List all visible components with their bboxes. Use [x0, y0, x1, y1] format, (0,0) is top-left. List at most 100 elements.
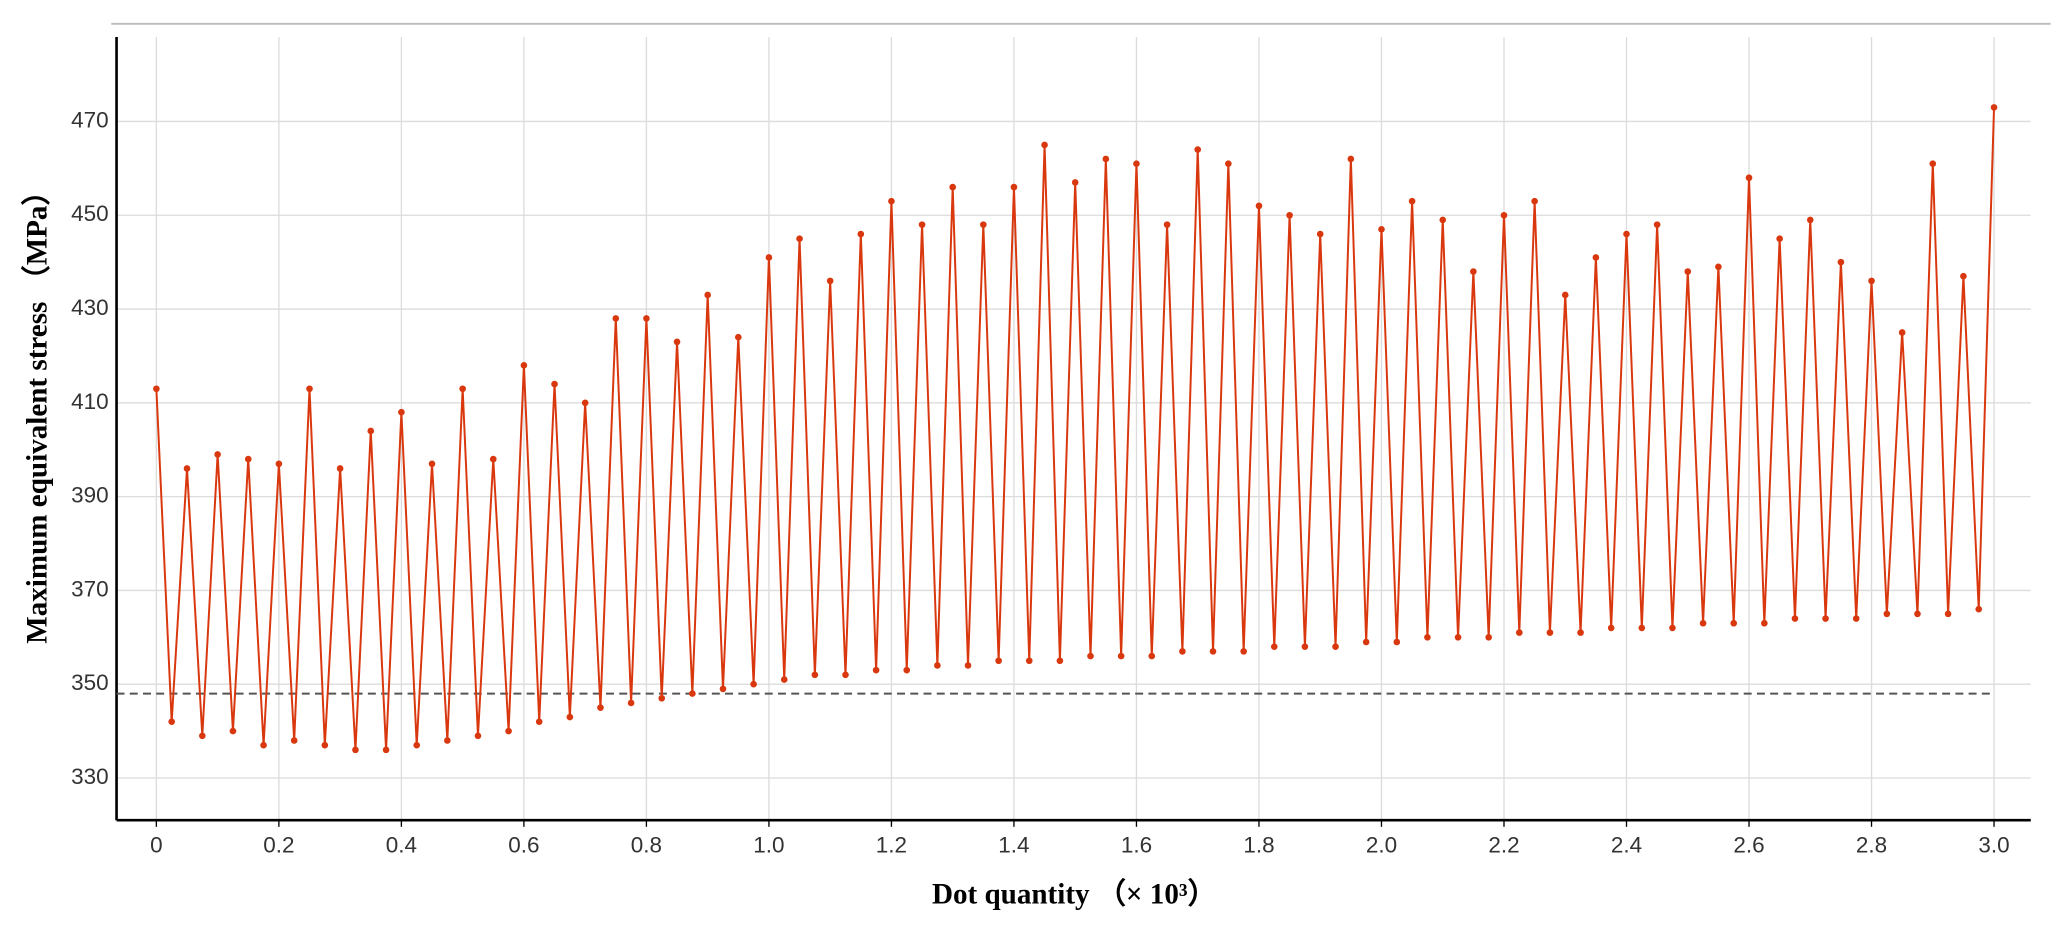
data-point: [321, 741, 329, 749]
data-point: [1102, 155, 1110, 163]
data-point: [1393, 638, 1401, 646]
data-point: [520, 362, 528, 369]
y-tick-label: 370: [71, 576, 109, 601]
data-point: [903, 666, 911, 674]
data-point: [1975, 605, 1983, 613]
data-point: [934, 662, 941, 669]
data-point: [1546, 629, 1554, 636]
x-tick-label: 1.2: [876, 833, 907, 858]
data-point: [765, 254, 773, 261]
data-point: [1255, 202, 1263, 210]
data-point: [1837, 258, 1845, 266]
data-point: [352, 746, 359, 754]
data-point: [704, 291, 711, 299]
data-point: [750, 680, 757, 688]
data-point: [214, 451, 221, 458]
data-point: [918, 221, 926, 228]
data-point: [980, 221, 987, 228]
data-point: [290, 737, 298, 744]
data-point: [1929, 160, 1937, 167]
data-point: [673, 338, 681, 346]
data-point: [459, 385, 466, 393]
data-point: [428, 460, 436, 468]
data-point: [1163, 221, 1171, 228]
y-tick-label: 330: [71, 764, 109, 789]
data-point: [489, 455, 497, 463]
data-point: [551, 380, 558, 388]
data-point: [1745, 174, 1753, 182]
data-point: [643, 315, 650, 322]
data-point: [1868, 277, 1875, 285]
data-point: [1715, 263, 1722, 271]
data-point: [153, 385, 160, 393]
data-point: [1914, 610, 1921, 618]
y-tick-label: 450: [71, 201, 109, 226]
data-point: [842, 671, 849, 679]
data-point: [1515, 629, 1523, 636]
data-point: [1179, 648, 1186, 655]
data-point: [1286, 211, 1293, 219]
data-point: [1944, 610, 1952, 618]
data-point: [1240, 648, 1247, 655]
data-point: [857, 230, 865, 238]
data-point: [1087, 652, 1094, 660]
data-point: [1730, 619, 1738, 627]
data-point: [367, 427, 375, 435]
data-point: [581, 399, 589, 407]
data-point: [1270, 643, 1278, 650]
data-point: [1638, 624, 1646, 632]
data-point: [1592, 254, 1600, 261]
x-tick-label: 1.0: [753, 833, 784, 858]
y-tick-label: 430: [71, 295, 109, 320]
data-point: [1025, 657, 1033, 665]
data-point: [275, 460, 283, 468]
x-tick-label: 2.8: [1856, 833, 1887, 858]
data-point: [1822, 615, 1829, 622]
data-point: [229, 727, 237, 735]
x-tick-label: 1.6: [1121, 833, 1152, 858]
x-tick-label: 0: [150, 833, 163, 858]
data-point: [168, 718, 175, 726]
y-tick-label: 470: [71, 107, 109, 132]
x-tick-label: 3.0: [1978, 833, 2009, 858]
data-point: [260, 741, 267, 749]
data-point: [964, 662, 972, 669]
data-point: [1071, 179, 1079, 186]
data-point: [1960, 272, 1967, 280]
data-point: [1378, 226, 1385, 233]
data-point: [1332, 643, 1339, 650]
data-point: [597, 704, 604, 711]
data-point: [444, 737, 451, 744]
data-point: [949, 183, 956, 191]
data-point: [1133, 160, 1140, 167]
data-point: [1485, 633, 1492, 641]
data-point: [1454, 633, 1462, 641]
data-point: [1577, 629, 1584, 636]
x-tick-label: 2.6: [1733, 833, 1764, 858]
data-point: [1194, 146, 1202, 153]
data-point: [1653, 221, 1661, 228]
data-point: [796, 235, 803, 242]
x-tick-label: 1.8: [1243, 833, 1274, 858]
data-point: [995, 657, 1002, 665]
data-point: [1117, 652, 1125, 660]
data-point: [199, 732, 206, 740]
data-point: [1225, 160, 1232, 167]
data-point: [689, 690, 696, 697]
data-point: [1209, 648, 1217, 655]
data-point: [1883, 610, 1891, 618]
data-point: [1776, 235, 1783, 242]
data-point: [535, 718, 543, 726]
data-point: [1531, 197, 1538, 205]
data-point: [734, 333, 742, 341]
data-point: [1990, 104, 1998, 111]
data-point: [336, 465, 344, 472]
data-point: [719, 685, 727, 693]
data-point: [413, 741, 421, 749]
data-point: [1408, 197, 1416, 205]
data-point: [1806, 216, 1814, 224]
data-point: [1623, 230, 1630, 238]
x-tick-label: 0.2: [263, 833, 294, 858]
data-point: [1362, 638, 1370, 646]
